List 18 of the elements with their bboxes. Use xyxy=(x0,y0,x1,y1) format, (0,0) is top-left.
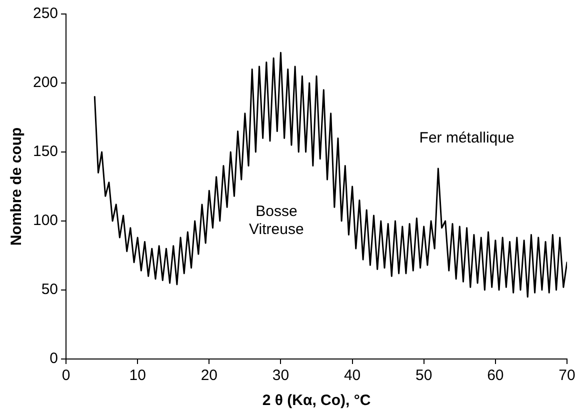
x-tick-label: 50 xyxy=(416,367,432,384)
x-tick-label: 20 xyxy=(200,367,218,384)
x-tick-label: 40 xyxy=(344,367,361,384)
x-tick-label: 60 xyxy=(487,367,504,384)
y-tick-label: 100 xyxy=(32,212,58,230)
y-tick-label: 150 xyxy=(32,143,58,160)
y-tick-label: 250 xyxy=(32,5,58,22)
y-tick-label: 200 xyxy=(32,74,58,92)
x-tick-label: 10 xyxy=(129,367,146,384)
annotation: Fer métallique xyxy=(419,129,514,146)
x-tick-label: 30 xyxy=(272,367,290,384)
x-axis-title: 2 θ (Kα, Co), °C xyxy=(262,392,371,410)
x-tick-label: 70 xyxy=(558,367,576,384)
x-tick-label: 0 xyxy=(62,367,70,384)
y-tick-label: 50 xyxy=(41,281,58,298)
y-tick-label: 0 xyxy=(50,350,58,368)
annotation: Bosse Vitreuse xyxy=(249,203,304,238)
y-axis-title: Nombre de coup xyxy=(8,127,26,246)
